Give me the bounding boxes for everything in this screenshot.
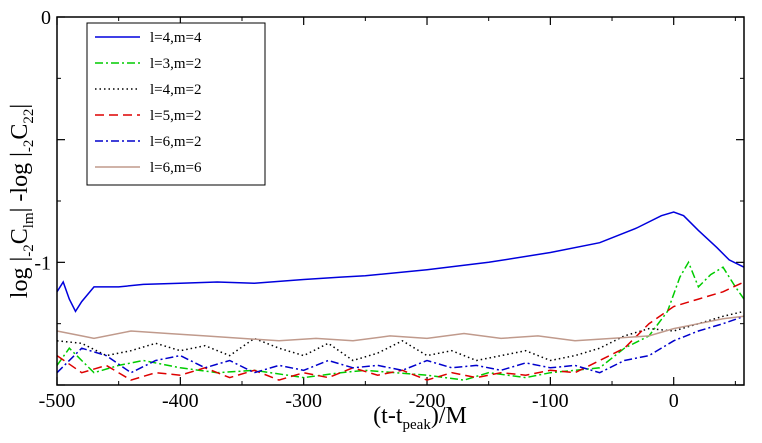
y-axis-title-part4: C [7,124,33,140]
x-tick-label: -100 [532,390,569,412]
y-axis-title: log |-2Clm| -log |-2C22| [7,104,37,298]
series-line-6 [56,315,745,342]
legend-label: l=4,m=4 [150,30,202,46]
y-axis-title-part2: C [7,228,33,244]
legend-box [86,22,266,186]
series-line-1 [56,211,745,313]
y-axis-title-sub3: -2 [21,140,37,153]
series-line-4 [56,281,745,381]
series-line-5 [56,315,745,374]
x-axis-title-main: (t-t [373,403,403,429]
y-axis-title-sub2: lm [21,212,37,228]
y-axis-title-part3: | -log | [7,152,33,212]
series-line-3 [56,310,745,362]
x-tick-label: -200 [409,390,446,412]
y-axis-title-part1: log | [7,257,33,298]
y-tick-label: -1 [34,252,51,274]
legend-label: l=6,m=6 [150,160,202,176]
legend-label: l=5,m=2 [150,108,202,124]
plot-frame [56,16,745,386]
legend-label: l=6,m=2 [150,134,202,150]
series-line-2 [56,260,745,381]
series-layer [56,211,745,381]
y-axis-title-part5: | [7,104,33,109]
y-axis-title-sub4: 22 [21,109,37,124]
legend-label: l=3,m=2 [150,56,202,72]
legend: l=4,m=4 l=3,m=2 l=4,m=2 l=5,m=2 l=6,m=2 l=6,m… [86,22,266,186]
tick-layer: -500 -400 -300 -200 -100 0 0 -1 [34,7,744,412]
x-tick-label: -400 [162,390,199,412]
x-axis-title: (t-tpeak)/M [373,403,467,433]
x-axis-title-sub: peak [403,417,432,433]
x-tick-label: 0 [669,390,679,412]
legend-label: l=4,m=2 [150,82,202,98]
y-axis-title-sub1: -2 [21,244,37,257]
y-tick-label: 0 [41,7,51,29]
x-tick-label: -500 [39,390,76,412]
x-axis-title-tail: )/M [431,403,467,429]
x-tick-label: -300 [285,390,322,412]
